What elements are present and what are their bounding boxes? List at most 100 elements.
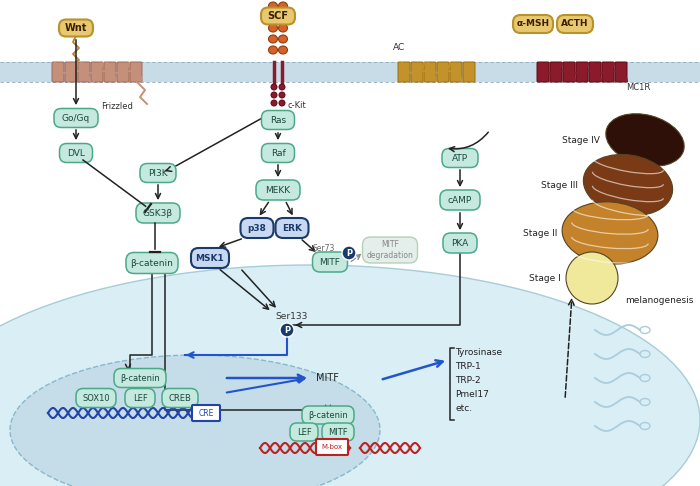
Text: Stage IV: Stage IV bbox=[562, 136, 600, 144]
FancyBboxPatch shape bbox=[60, 143, 92, 162]
Ellipse shape bbox=[566, 252, 618, 304]
FancyBboxPatch shape bbox=[424, 62, 436, 82]
Ellipse shape bbox=[279, 100, 285, 106]
FancyBboxPatch shape bbox=[537, 62, 549, 82]
Text: ATP: ATP bbox=[452, 154, 468, 162]
Ellipse shape bbox=[0, 265, 700, 486]
Text: β-catenin: β-catenin bbox=[131, 259, 174, 267]
Text: P: P bbox=[284, 326, 290, 334]
Text: TRP-2: TRP-2 bbox=[455, 376, 481, 384]
Text: ERK: ERK bbox=[282, 224, 302, 232]
Text: β-catenin: β-catenin bbox=[120, 374, 160, 382]
Ellipse shape bbox=[279, 13, 288, 21]
Text: Ser73: Ser73 bbox=[313, 243, 335, 253]
FancyBboxPatch shape bbox=[54, 108, 98, 127]
Ellipse shape bbox=[10, 355, 380, 486]
Text: MSK1: MSK1 bbox=[195, 254, 225, 262]
FancyBboxPatch shape bbox=[276, 218, 309, 238]
Text: TRP-1: TRP-1 bbox=[455, 362, 481, 370]
Ellipse shape bbox=[280, 323, 294, 337]
Text: DVL: DVL bbox=[67, 149, 85, 157]
FancyBboxPatch shape bbox=[411, 62, 423, 82]
Ellipse shape bbox=[606, 114, 684, 166]
Text: Pmel17: Pmel17 bbox=[455, 389, 489, 399]
FancyBboxPatch shape bbox=[398, 62, 410, 82]
FancyBboxPatch shape bbox=[191, 248, 229, 268]
Ellipse shape bbox=[269, 46, 277, 54]
Text: MC1R: MC1R bbox=[626, 83, 650, 92]
FancyBboxPatch shape bbox=[557, 15, 593, 33]
FancyBboxPatch shape bbox=[550, 62, 562, 82]
FancyBboxPatch shape bbox=[104, 62, 116, 82]
FancyBboxPatch shape bbox=[602, 62, 614, 82]
Text: Stage III: Stage III bbox=[541, 180, 578, 190]
Text: α-MSH: α-MSH bbox=[517, 19, 550, 29]
Text: MITF: MITF bbox=[316, 373, 339, 383]
FancyBboxPatch shape bbox=[126, 253, 178, 274]
Ellipse shape bbox=[342, 246, 356, 260]
FancyBboxPatch shape bbox=[463, 62, 475, 82]
Ellipse shape bbox=[279, 84, 285, 90]
FancyBboxPatch shape bbox=[262, 110, 295, 129]
Text: Wnt: Wnt bbox=[65, 23, 88, 33]
FancyBboxPatch shape bbox=[91, 62, 103, 82]
Text: Stage I: Stage I bbox=[529, 274, 561, 282]
Ellipse shape bbox=[562, 202, 658, 264]
Text: AC: AC bbox=[393, 43, 405, 52]
FancyBboxPatch shape bbox=[615, 62, 627, 82]
Text: PKA: PKA bbox=[452, 239, 468, 247]
Text: GSK3β: GSK3β bbox=[143, 208, 173, 218]
FancyBboxPatch shape bbox=[316, 439, 348, 455]
FancyBboxPatch shape bbox=[52, 62, 64, 82]
Text: CRE: CRE bbox=[198, 409, 214, 417]
Ellipse shape bbox=[269, 35, 277, 43]
Text: MEKK: MEKK bbox=[265, 186, 290, 194]
Text: MITF: MITF bbox=[320, 258, 340, 266]
Ellipse shape bbox=[279, 24, 288, 32]
FancyBboxPatch shape bbox=[261, 7, 295, 24]
Ellipse shape bbox=[271, 92, 277, 98]
Text: SOX10: SOX10 bbox=[82, 394, 110, 402]
FancyBboxPatch shape bbox=[117, 62, 129, 82]
FancyBboxPatch shape bbox=[65, 62, 77, 82]
FancyBboxPatch shape bbox=[440, 190, 480, 210]
FancyBboxPatch shape bbox=[162, 388, 198, 407]
Text: PI3K: PI3K bbox=[148, 169, 168, 177]
FancyBboxPatch shape bbox=[363, 237, 417, 263]
FancyBboxPatch shape bbox=[437, 62, 449, 82]
Text: etc.: etc. bbox=[455, 403, 472, 413]
Text: Raf: Raf bbox=[271, 149, 286, 157]
Text: LEF: LEF bbox=[297, 428, 312, 436]
FancyBboxPatch shape bbox=[192, 405, 220, 421]
FancyBboxPatch shape bbox=[442, 149, 478, 168]
FancyBboxPatch shape bbox=[576, 62, 588, 82]
FancyBboxPatch shape bbox=[450, 62, 462, 82]
FancyBboxPatch shape bbox=[563, 62, 575, 82]
FancyBboxPatch shape bbox=[302, 406, 354, 424]
Ellipse shape bbox=[269, 2, 277, 10]
FancyBboxPatch shape bbox=[443, 233, 477, 253]
FancyBboxPatch shape bbox=[59, 19, 93, 36]
Text: MITF: MITF bbox=[328, 428, 348, 436]
Text: Ser133: Ser133 bbox=[276, 312, 308, 320]
Text: β-catenin: β-catenin bbox=[308, 411, 348, 419]
FancyBboxPatch shape bbox=[136, 203, 180, 223]
Text: SCF: SCF bbox=[267, 11, 288, 21]
Text: cAMP: cAMP bbox=[448, 195, 472, 205]
Text: P: P bbox=[346, 248, 352, 258]
FancyBboxPatch shape bbox=[513, 15, 553, 33]
Text: ACTH: ACTH bbox=[561, 19, 589, 29]
Text: p38: p38 bbox=[248, 224, 267, 232]
FancyBboxPatch shape bbox=[322, 423, 354, 441]
Text: Ras: Ras bbox=[270, 116, 286, 124]
Text: c-Kit: c-Kit bbox=[288, 101, 307, 110]
Text: melanogenesis: melanogenesis bbox=[625, 295, 694, 305]
Text: Go/Gq: Go/Gq bbox=[62, 114, 90, 122]
FancyBboxPatch shape bbox=[312, 252, 347, 272]
Ellipse shape bbox=[271, 84, 277, 90]
Ellipse shape bbox=[271, 100, 277, 106]
Ellipse shape bbox=[269, 13, 277, 21]
FancyBboxPatch shape bbox=[114, 368, 166, 387]
Text: Stage II: Stage II bbox=[523, 228, 557, 238]
Text: Tyrosinase: Tyrosinase bbox=[455, 347, 502, 357]
